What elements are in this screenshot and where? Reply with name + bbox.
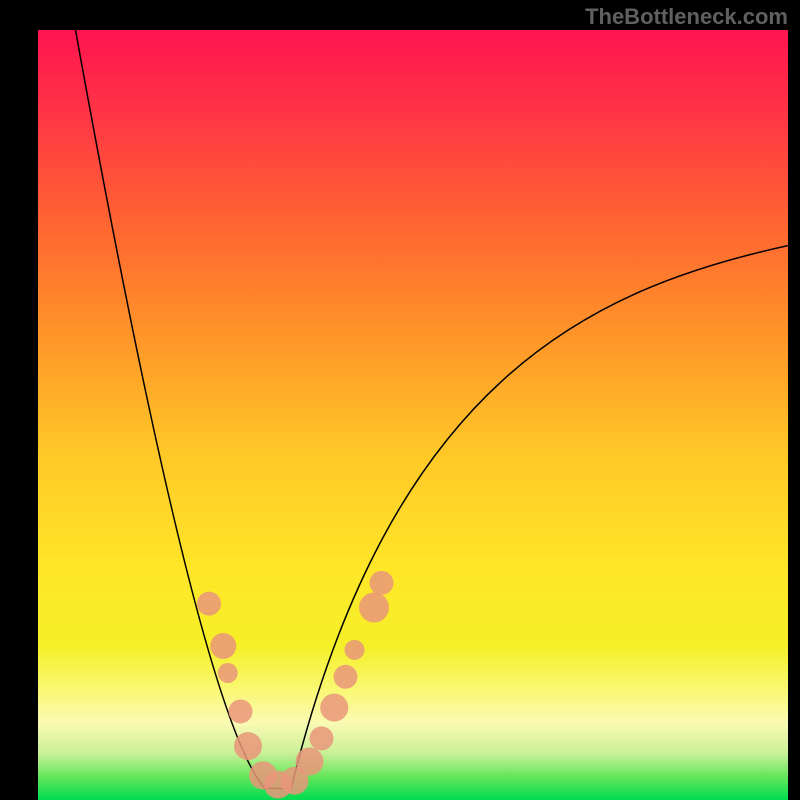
curve-marker [197,592,221,616]
chart-plot-area [38,30,788,800]
curve-marker [320,694,348,722]
chart-svg [38,30,788,800]
curve-marker [310,726,334,750]
curve-marker [370,571,394,595]
curve-marker [359,593,389,623]
curve-marker [234,732,262,760]
curve-marker [210,633,236,659]
curve-marker [334,665,358,689]
curve-marker [229,699,253,723]
watermark-text: TheBottleneck.com [585,4,788,30]
curve-marker [218,663,238,683]
curve-marker [345,640,365,660]
curve-marker [296,748,324,776]
